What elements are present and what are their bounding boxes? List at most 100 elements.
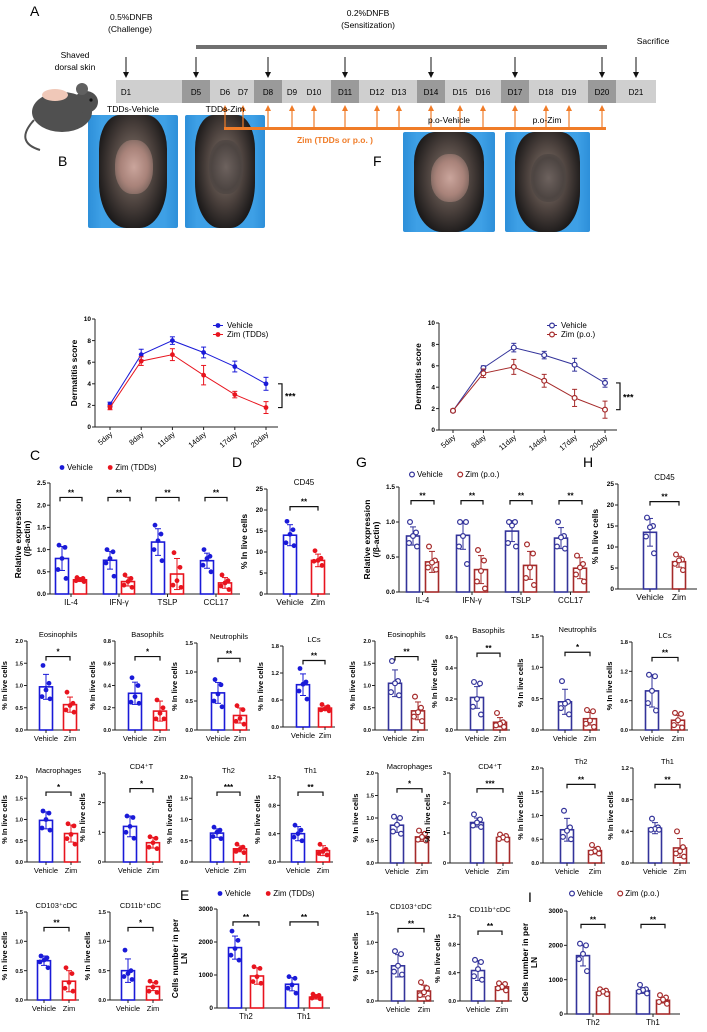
data-point — [135, 683, 141, 688]
significance-bracket — [477, 930, 503, 936]
legend-marker — [409, 471, 416, 478]
chart-title: LCs — [658, 631, 672, 640]
day-box-dark — [588, 80, 616, 103]
x-tick-label: Vehicle — [555, 867, 579, 876]
y-tick-label: 0.0 — [271, 725, 279, 731]
x-tick-label: Zim — [147, 1004, 160, 1013]
data-point — [388, 689, 395, 696]
photo-tdds-vehicle — [88, 115, 178, 228]
data-point — [523, 541, 530, 548]
y-tick-label: 2.0 — [37, 502, 46, 509]
data-point — [211, 824, 217, 830]
y-tick-label: 1.5 — [366, 911, 374, 917]
significance-bracket — [651, 656, 679, 662]
data-point — [477, 680, 484, 687]
sensitization-period-bar — [196, 45, 607, 49]
data-point — [263, 381, 269, 387]
x-tick-label: Zim — [64, 734, 77, 743]
y-tick-label: 0 — [209, 1005, 213, 1012]
series-line — [452, 366, 606, 412]
data-point — [170, 352, 175, 358]
y-tick-label: 0.4 — [103, 684, 112, 690]
y-axis-label: % In live cells — [351, 933, 360, 982]
legend-marker — [107, 465, 113, 470]
x-tick-label: Vehicle — [32, 1004, 56, 1013]
data-point — [68, 831, 74, 837]
challenge-label: 0.5%DNFB — [110, 12, 153, 22]
day-label: D11 — [338, 88, 353, 97]
data-point — [289, 982, 295, 988]
application-arrowhead — [123, 72, 129, 78]
legend-label: Zim (TDDs) — [115, 463, 157, 472]
data-point — [130, 815, 136, 820]
data-point — [129, 675, 135, 681]
data-point — [648, 815, 655, 822]
data-point — [296, 688, 302, 694]
x-tick-label: IFN-γ — [462, 596, 482, 605]
treatment-arrowhead — [374, 105, 380, 111]
significance-bracket — [297, 791, 324, 797]
data-point — [43, 817, 49, 822]
data-point — [219, 572, 225, 578]
chart-title: Th2 — [222, 766, 235, 775]
y-tick-label: 0.5 — [366, 970, 374, 976]
data-point — [496, 835, 503, 842]
data-point — [128, 699, 134, 705]
data-point — [286, 974, 292, 980]
data-point — [586, 717, 593, 724]
data-point — [258, 980, 264, 986]
application-arrowhead — [265, 72, 271, 78]
data-point — [125, 579, 131, 584]
x-tick-label: Vehicle — [636, 592, 664, 602]
data-point — [64, 689, 70, 695]
significance-bracket — [476, 788, 504, 793]
data-point — [601, 379, 608, 386]
data-point — [315, 558, 321, 563]
data-point — [316, 851, 322, 856]
data-point — [652, 707, 659, 714]
significance-label: ** — [213, 488, 220, 497]
data-point — [146, 844, 152, 850]
significance-bracket — [649, 501, 680, 506]
data-point — [414, 543, 421, 550]
chart-title: Neutrophils — [559, 625, 597, 634]
chart-l-mac: 0.0 0.5 1.0 1.5 2.0 % In live cells Macrophage… — [0, 766, 81, 875]
data-point — [501, 723, 508, 730]
y-tick-label: 0 — [87, 424, 91, 431]
data-point — [171, 550, 177, 556]
significance-bracket — [396, 788, 423, 793]
data-point — [478, 567, 485, 574]
data-point — [228, 952, 234, 958]
y-tick-label: 0.0 — [15, 728, 23, 734]
significance-bracket — [45, 791, 72, 797]
y-tick-label: 3 — [98, 771, 101, 777]
x-tick-label: Zim — [147, 866, 160, 875]
data-point — [642, 533, 649, 540]
chart-title: CD103⁺cDC — [390, 902, 432, 911]
x-tick-label: 8day — [127, 429, 145, 447]
data-point — [285, 985, 291, 991]
data-point — [392, 680, 399, 687]
y-tick-label: 0.0 — [531, 728, 539, 734]
data-point — [240, 707, 246, 713]
data-point — [40, 808, 46, 814]
y-tick-label: 0.4 — [448, 971, 457, 977]
data-point — [671, 560, 678, 567]
data-point — [474, 819, 481, 826]
legend-label: Vehicle — [561, 321, 587, 330]
chart-l-baso: 0.0 0.2 0.4 0.6 0.8 % In live cells Basophils V… — [88, 630, 170, 743]
data-point — [103, 560, 109, 566]
y-tick-label: 0.8 — [448, 943, 456, 949]
y-tick-label: 0.5 — [386, 554, 395, 561]
y-tick-label: 1.0 — [15, 684, 23, 690]
application-arrowhead — [512, 72, 518, 78]
data-point — [557, 534, 564, 541]
data-point — [291, 834, 297, 840]
y-axis-label: (/β-actin) — [371, 521, 381, 557]
application-arrowhead — [428, 72, 434, 78]
x-tick-label: Vehicle — [466, 1005, 490, 1014]
y-axis-label: % In live cells — [423, 794, 432, 843]
y-tick-label: 1 — [443, 831, 446, 837]
x-tick-label: Zim — [311, 597, 325, 607]
data-point — [241, 721, 247, 727]
